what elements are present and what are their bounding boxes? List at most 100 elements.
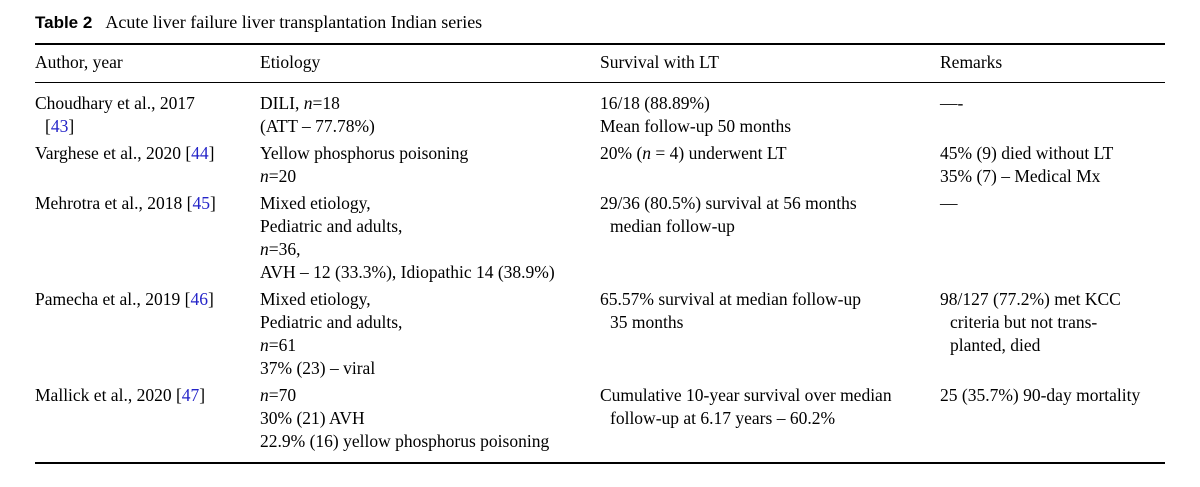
cell-line: 45% (9) died without LT bbox=[940, 142, 1153, 165]
cell-line: Yellow phosphorus poisoning bbox=[260, 142, 588, 165]
cell-line: 65.57% survival at median follow-up bbox=[600, 288, 928, 311]
text-segment: — bbox=[940, 193, 958, 213]
cell-line: 20% (n = 4) underwent LT bbox=[600, 142, 928, 165]
text-segment: ] bbox=[209, 193, 216, 213]
citation-link[interactable]: 46 bbox=[190, 289, 209, 309]
text-segment: Pediatric and adults, bbox=[260, 216, 403, 236]
cell-line: Mean follow-up 50 months bbox=[600, 115, 928, 138]
text-segment: 30% (21) AVH bbox=[260, 408, 365, 428]
cell-line: Pediatric and adults, bbox=[260, 311, 588, 334]
text-segment: follow-up at 6.17 years – 60.2% bbox=[610, 408, 836, 428]
cell-line: Mixed etiology, bbox=[260, 192, 588, 215]
cell-remarks: 98/127 (77.2%) met KCC criteria but not t… bbox=[940, 288, 1165, 380]
citation-link[interactable]: 47 bbox=[181, 385, 200, 405]
paper-page: { "page": { "background": "#ffffff", "te… bbox=[0, 11, 1200, 487]
cell-remarks: 45% (9) died without LT 35% (7) – Medical… bbox=[940, 142, 1165, 188]
text-segment: Mixed etiology, bbox=[260, 193, 371, 213]
cell-line: AVH – 12 (33.3%), Idiopathic 14 (38.9%) bbox=[260, 261, 588, 284]
cell-author: Pamecha et al., 2019 [46] bbox=[35, 288, 260, 380]
cell-line: Varghese et al., 2020 [44] bbox=[35, 142, 248, 165]
table-body: Choudhary et al., 2017 [43] DILI, n=18 (ATT… bbox=[35, 83, 1165, 462]
text-segment: =36, bbox=[268, 239, 301, 259]
cell-line: planted, died bbox=[940, 334, 1153, 357]
column-header-survival: Survival with LT bbox=[600, 52, 719, 72]
cell-line: 29/36 (80.5%) survival at 56 months bbox=[600, 192, 928, 215]
cell-line: n=61 bbox=[260, 334, 588, 357]
cell-line: Choudhary et al., 2017 bbox=[35, 92, 248, 115]
cell-line: Cumulative 10-year survival over median bbox=[600, 384, 928, 407]
cell-etiology: Mixed etiology, Pediatric and adults, n=36… bbox=[260, 192, 600, 284]
cell-etiology: Yellow phosphorus poisoning n=20 bbox=[260, 142, 600, 188]
text-segment: Mean follow-up 50 months bbox=[600, 116, 792, 136]
cell-line: n=20 bbox=[260, 165, 588, 188]
text-segment: Pediatric and adults, bbox=[260, 312, 403, 332]
text-segment: 45% (9) died without LT bbox=[940, 143, 1114, 163]
cell-line: 35% (7) – Medical Mx bbox=[940, 165, 1153, 188]
cell-remarks: —- bbox=[940, 92, 1165, 138]
table-row: Pamecha et al., 2019 [46] Mixed etiology,… bbox=[35, 284, 1165, 380]
table-row: Mallick et al., 2020 [47] n=70 30% (21) AV… bbox=[35, 380, 1165, 453]
cell-line: n=70 bbox=[260, 384, 588, 407]
cell-survival: 20% (n = 4) underwent LT bbox=[600, 142, 940, 188]
text-segment: n bbox=[642, 143, 652, 163]
cell-author: Varghese et al., 2020 [44] bbox=[35, 142, 260, 188]
cell-line: Pamecha et al., 2019 [46] bbox=[35, 288, 248, 311]
cell-line: DILI, n=18 bbox=[260, 92, 588, 115]
text-segment: n bbox=[260, 239, 269, 259]
text-segment: [ bbox=[45, 116, 51, 136]
text-segment: 20% ( bbox=[600, 143, 643, 163]
citation-link[interactable]: 44 bbox=[191, 143, 209, 163]
text-segment: criteria but not trans- bbox=[950, 312, 1098, 332]
column-header-etiology: Etiology bbox=[260, 52, 321, 72]
cell-line: criteria but not trans- bbox=[940, 311, 1153, 334]
text-segment: Cumulative 10-year survival over median bbox=[600, 385, 892, 405]
text-segment: = 4) underwent LT bbox=[651, 143, 787, 163]
text-segment: 98/127 (77.2%) met KCC bbox=[940, 289, 1121, 309]
text-segment: ] bbox=[68, 116, 75, 136]
cell-line: 30% (21) AVH bbox=[260, 407, 588, 430]
text-segment: Varghese et al., 2020 [ bbox=[35, 143, 192, 163]
cell-line: 22.9% (16) yellow phosphorus poisoning bbox=[260, 430, 588, 453]
cell-line: 16/18 (88.89%) bbox=[600, 92, 928, 115]
text-segment: —- bbox=[940, 93, 964, 113]
cell-author: Mallick et al., 2020 [47] bbox=[35, 384, 260, 453]
text-segment: 35% (7) – Medical Mx bbox=[940, 166, 1101, 186]
text-segment: =61 bbox=[268, 335, 297, 355]
table-caption: Table 2 Acute liver failure liver transpl… bbox=[35, 11, 1165, 34]
text-segment: ] bbox=[208, 289, 214, 309]
cell-line: 98/127 (77.2%) met KCC bbox=[940, 288, 1153, 311]
cell-line: 25 (35.7%) 90-day mortality bbox=[940, 384, 1153, 407]
text-segment: ] bbox=[208, 143, 215, 163]
text-segment: Choudhary et al., 2017 bbox=[35, 93, 195, 113]
text-segment: =20 bbox=[268, 166, 297, 186]
cell-line: Mallick et al., 2020 [47] bbox=[35, 384, 248, 407]
table-row: Choudhary et al., 2017 [43] DILI, n=18 (ATT… bbox=[35, 92, 1165, 138]
text-segment: n bbox=[303, 93, 313, 113]
cell-line: (ATT – 77.78%) bbox=[260, 115, 588, 138]
text-segment: Yellow phosphorus poisoning bbox=[260, 143, 469, 163]
text-segment: 29/36 (80.5%) survival at 56 months bbox=[600, 193, 857, 213]
text-segment: n bbox=[260, 385, 269, 405]
text-segment: 25 (35.7%) 90-day mortality bbox=[940, 385, 1141, 405]
text-segment: =18 bbox=[312, 93, 340, 113]
table-caption-text: Acute liver failure liver transplantatio… bbox=[105, 12, 483, 32]
table-row: Mehrotra et al., 2018 [45] Mixed etiology… bbox=[35, 188, 1165, 284]
text-segment: n bbox=[260, 166, 269, 186]
text-segment: planted, died bbox=[950, 335, 1041, 355]
cell-author: Choudhary et al., 2017 [43] bbox=[35, 92, 260, 138]
text-segment: Mehrotra et al., 2018 [ bbox=[35, 193, 193, 213]
cell-line: median follow-up bbox=[600, 215, 928, 238]
text-segment: Mallick et al., 2020 [ bbox=[35, 385, 182, 405]
cell-line: Mehrotra et al., 2018 [45] bbox=[35, 192, 248, 215]
cell-author: Mehrotra et al., 2018 [45] bbox=[35, 192, 260, 284]
cell-line: Mixed etiology, bbox=[260, 288, 588, 311]
citation-link[interactable]: 43 bbox=[50, 116, 69, 136]
citation-link[interactable]: 45 bbox=[192, 193, 210, 213]
cell-line: 37% (23) – viral bbox=[260, 357, 588, 380]
cell-survival: 29/36 (80.5%) survival at 56 months media… bbox=[600, 192, 940, 284]
cell-line: 35 months bbox=[600, 311, 928, 334]
cell-line: — bbox=[940, 192, 1153, 215]
cell-remarks: 25 (35.7%) 90-day mortality bbox=[940, 384, 1165, 453]
text-segment: AVH – 12 (33.3%), Idiopathic 14 (38.9%) bbox=[260, 262, 555, 282]
text-segment: 35 months bbox=[610, 312, 684, 332]
